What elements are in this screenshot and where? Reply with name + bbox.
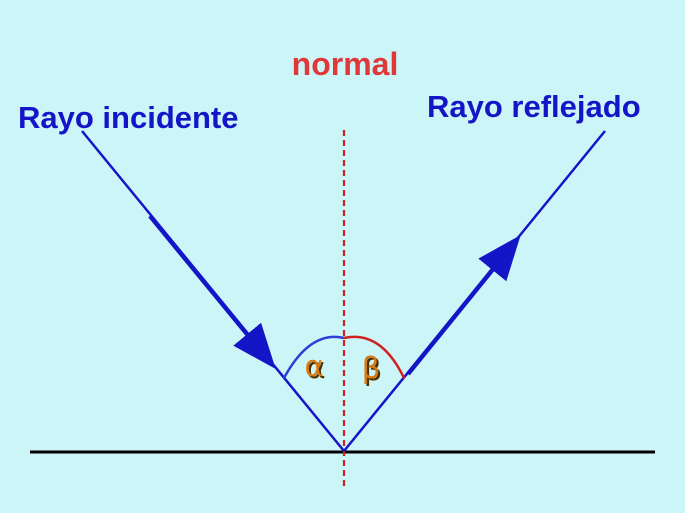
angle-alpha-label: α <box>304 349 323 383</box>
angle-beta-label: β <box>362 351 381 385</box>
reflected-ray-arrow <box>406 235 521 376</box>
normal-label: normal <box>292 46 399 82</box>
angle-beta-arc <box>343 335 406 379</box>
angle-alpha-arc <box>282 335 345 379</box>
angle-alpha-shadow: α <box>306 351 325 385</box>
incident-ray-arrow <box>148 214 276 369</box>
angle-beta-shadow: β <box>364 353 383 387</box>
reflected-ray-label: Rayo reflejado <box>427 89 641 124</box>
incident-ray-label: Rayo incidente <box>18 100 239 135</box>
